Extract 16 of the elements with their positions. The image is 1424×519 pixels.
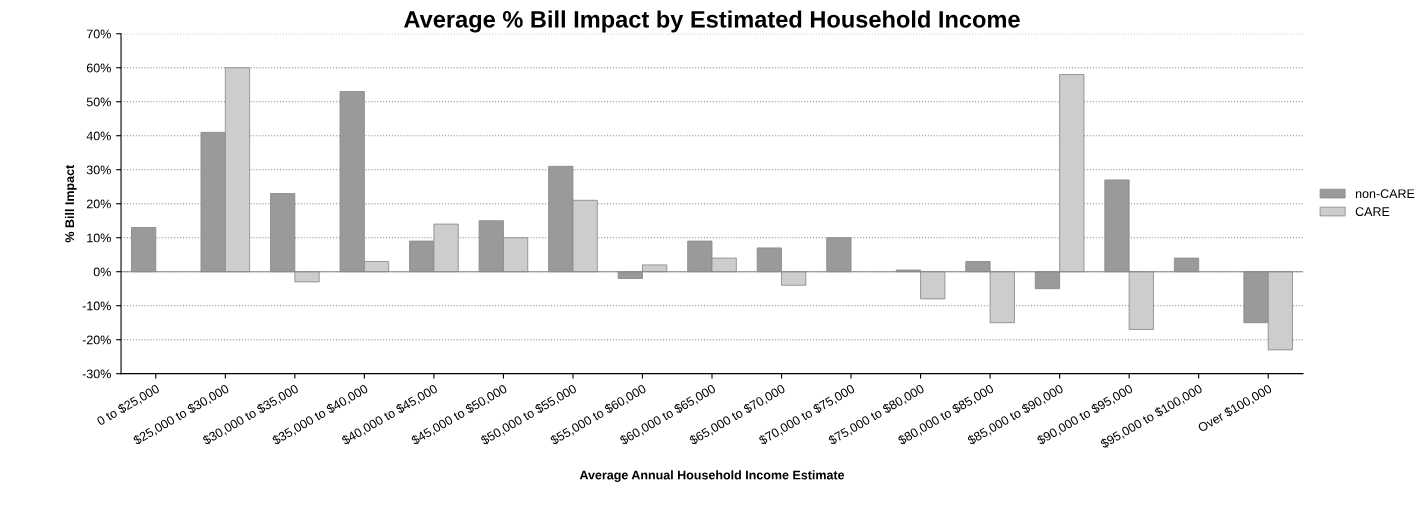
y-tick-label: 40% — [86, 131, 111, 141]
y-tick-label: 30% — [86, 165, 111, 175]
y-tick-label: 60% — [86, 63, 111, 73]
y-tick-label: 0% — [93, 267, 111, 277]
y-axis-title: % Bill Impact — [64, 164, 77, 243]
legend-label: non-CARE — [1355, 189, 1415, 199]
y-tick-label: 20% — [86, 199, 111, 209]
y-tick-label: 70% — [86, 29, 111, 39]
chart-title: Average % Bill Impact by Estimated Household Income — [404, 10, 1020, 33]
y-tick-label: -20% — [82, 335, 111, 345]
y-tick-label: 10% — [87, 233, 111, 243]
y-tick-label: -30% — [82, 369, 111, 379]
y-tick-label: 50% — [86, 97, 111, 107]
legend-label: CARE — [1355, 207, 1390, 217]
x-axis-title: Average Annual Household Income Estimate — [579, 470, 845, 482]
y-tick-label: -10% — [82, 301, 111, 311]
